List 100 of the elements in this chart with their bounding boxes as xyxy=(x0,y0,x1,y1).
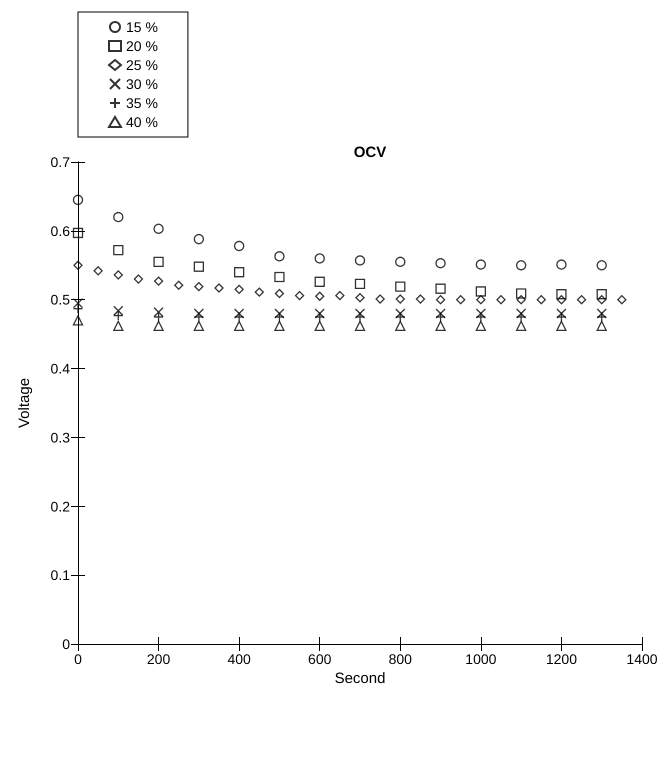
point xyxy=(435,320,446,332)
point xyxy=(234,267,244,278)
point xyxy=(596,289,607,300)
point xyxy=(596,308,607,319)
point xyxy=(274,288,284,298)
point xyxy=(576,295,586,304)
point xyxy=(72,315,84,326)
point xyxy=(194,282,204,292)
legend-label: 20 % xyxy=(126,38,158,54)
point xyxy=(556,320,567,332)
point xyxy=(396,294,405,304)
legend-label: 15 % xyxy=(126,19,158,35)
y-tick-label: 0.4 xyxy=(50,360,70,377)
point xyxy=(395,308,406,319)
point xyxy=(72,194,84,206)
x-tick-label: 1000 xyxy=(465,651,497,667)
point xyxy=(476,320,486,332)
point xyxy=(516,260,526,270)
point xyxy=(496,295,506,304)
point xyxy=(617,295,627,304)
point xyxy=(516,308,526,319)
y-tick-label: 0 xyxy=(62,636,70,652)
point xyxy=(556,259,567,270)
point xyxy=(596,320,607,332)
point xyxy=(194,234,204,244)
point xyxy=(354,320,366,332)
legend-label: 25 % xyxy=(126,57,158,73)
point xyxy=(73,260,83,270)
x-tick-label: 0 xyxy=(74,651,82,667)
point xyxy=(597,295,606,304)
point xyxy=(395,256,406,267)
x-tick-label: 400 xyxy=(227,651,252,667)
point xyxy=(354,278,366,290)
point xyxy=(395,281,406,292)
point xyxy=(335,290,345,300)
legend-label: 40 % xyxy=(126,114,158,130)
point xyxy=(416,294,426,304)
point xyxy=(113,320,124,332)
point xyxy=(314,320,325,332)
point xyxy=(556,295,566,304)
point xyxy=(476,286,486,297)
point xyxy=(274,308,285,319)
y-tick-label: 0.2 xyxy=(50,498,70,514)
y-tick-label: 0.1 xyxy=(50,567,70,584)
y-tick-label: 0.7 xyxy=(50,154,70,170)
point xyxy=(194,320,204,332)
point xyxy=(476,308,486,319)
point xyxy=(516,320,526,332)
point xyxy=(355,293,365,302)
point xyxy=(174,280,184,290)
point xyxy=(476,295,486,304)
point xyxy=(113,244,124,256)
y-tick-label: 0.5 xyxy=(50,292,70,308)
point xyxy=(234,240,244,252)
point xyxy=(234,320,244,332)
point xyxy=(93,266,103,276)
point xyxy=(456,295,466,304)
point xyxy=(596,260,607,270)
point xyxy=(556,308,567,319)
point xyxy=(113,212,124,222)
point xyxy=(476,259,486,270)
x-tick-label: 1400 xyxy=(626,651,658,667)
point xyxy=(435,308,446,319)
point xyxy=(354,255,366,266)
point xyxy=(153,224,164,234)
x-tick-label: 800 xyxy=(388,651,412,667)
point xyxy=(72,228,84,238)
legend-label: 35 % xyxy=(126,95,158,111)
point xyxy=(436,295,446,304)
point xyxy=(435,258,446,268)
point xyxy=(274,251,285,262)
point xyxy=(536,295,546,304)
point xyxy=(314,253,325,264)
point xyxy=(254,287,264,297)
point xyxy=(214,283,224,293)
point xyxy=(153,320,164,332)
point xyxy=(194,262,204,272)
y-tick-label: 0.6 xyxy=(50,222,70,239)
point xyxy=(395,320,406,332)
x-tick-label: 600 xyxy=(308,651,332,667)
point xyxy=(435,284,446,294)
point xyxy=(314,308,325,319)
point xyxy=(294,290,304,300)
point xyxy=(194,308,204,319)
point xyxy=(234,308,244,319)
y-axis-title: Voltage xyxy=(16,378,33,428)
point xyxy=(516,288,526,299)
point xyxy=(314,276,325,287)
x-tick-label: 1200 xyxy=(546,651,578,667)
chart-title: OCV xyxy=(354,144,386,161)
x-tick-label: 200 xyxy=(146,651,170,667)
point xyxy=(354,308,366,319)
x-axis-title: Second xyxy=(334,670,386,687)
point xyxy=(375,294,385,304)
point xyxy=(234,284,244,294)
point xyxy=(153,256,164,267)
point xyxy=(556,289,567,300)
point xyxy=(516,295,526,304)
legend-label: 30 % xyxy=(126,76,158,92)
point xyxy=(134,274,144,284)
